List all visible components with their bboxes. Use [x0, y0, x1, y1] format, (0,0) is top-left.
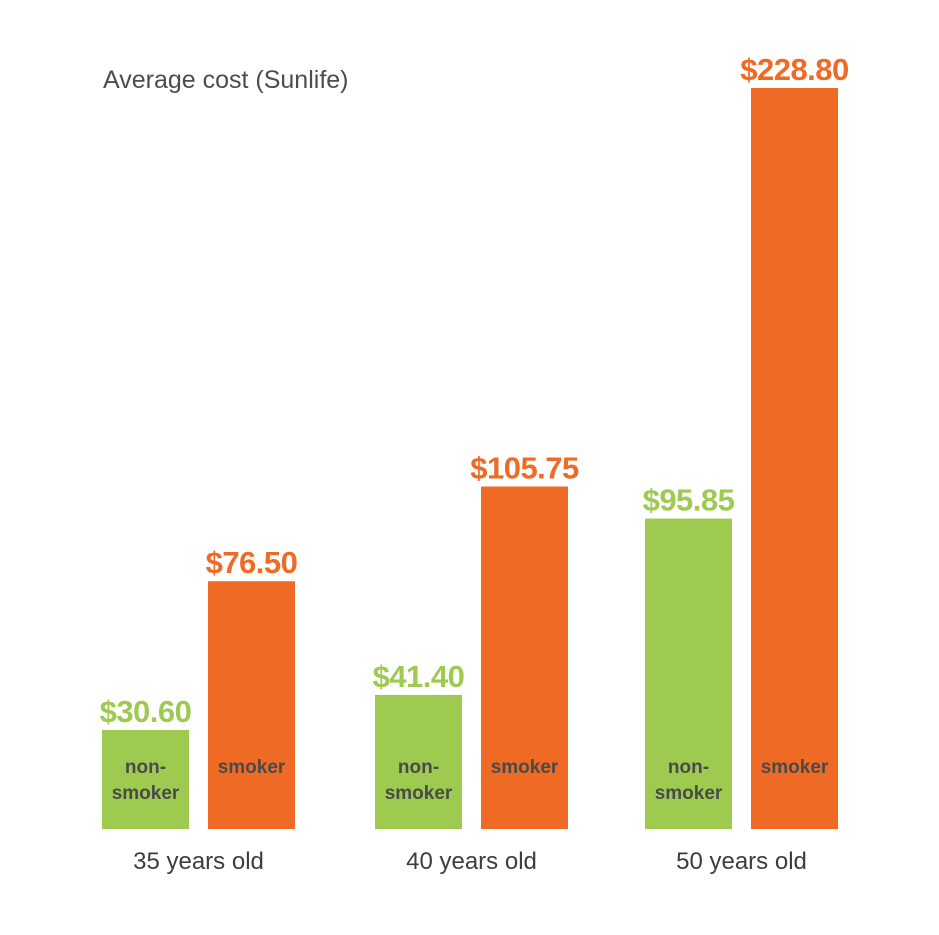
bar-smoker-3 — [751, 88, 838, 829]
bars-layer: $30.60 non-smoker $76.50 smoker 35 years old… — [100, 52, 850, 875]
bar-label-non-smoker-1: non- — [125, 757, 166, 778]
bar-non-smoker-1 — [102, 729, 189, 829]
bar-label-non-smoker-2: non- — [398, 757, 439, 778]
chart-title: Average cost (Sunlife) — [103, 66, 349, 94]
bar-label-non-smoker-2: smoker — [385, 783, 453, 804]
bar-label-non-smoker-3: non- — [668, 757, 709, 778]
value-label-non-smoker-3: $95.85 — [643, 483, 735, 518]
value-label-non-smoker-1: $30.60 — [100, 694, 192, 729]
bar-label-non-smoker-1: smoker — [112, 783, 180, 804]
bar-non-smoker-2 — [375, 694, 462, 829]
bar-smoker-2 — [481, 486, 568, 829]
category-label-1: 35 years old — [133, 848, 264, 875]
bar-label-smoker-2: smoker — [491, 757, 559, 778]
bar-smoker-1 — [208, 581, 295, 829]
bar-label-smoker-1: smoker — [218, 757, 286, 778]
value-label-smoker-1: $76.50 — [206, 545, 298, 580]
category-label-2: 40 years old — [406, 848, 537, 875]
bar-label-smoker-3: smoker — [761, 757, 829, 778]
value-label-smoker-3: $228.80 — [740, 52, 849, 87]
category-label-3: 50 years old — [676, 848, 807, 875]
bar-non-smoker-3 — [645, 518, 732, 829]
value-label-smoker-2: $105.75 — [470, 451, 579, 486]
bar-label-non-smoker-3: smoker — [655, 783, 723, 804]
value-label-non-smoker-2: $41.40 — [373, 659, 465, 694]
